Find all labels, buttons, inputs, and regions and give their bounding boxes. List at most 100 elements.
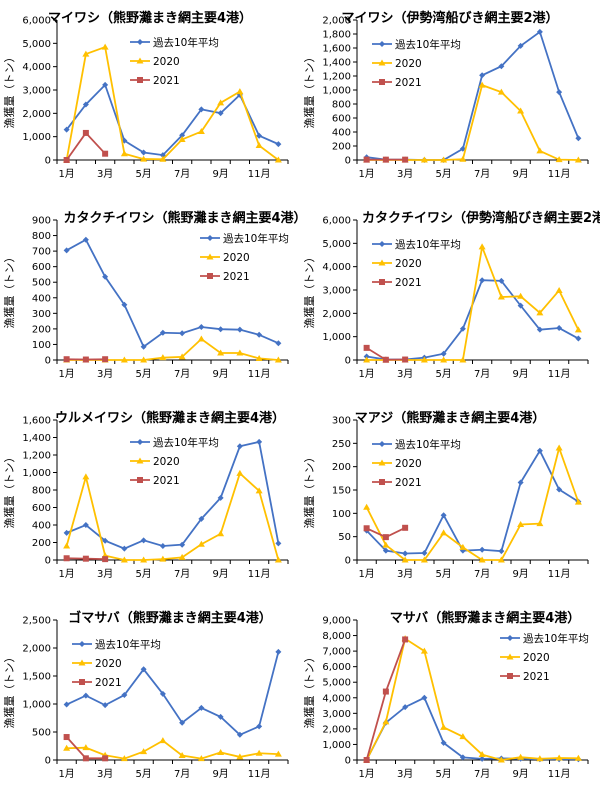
y-tick-label: 1,000 [22, 468, 51, 479]
legend-item-2021: 2021 [130, 75, 180, 87]
data-point-2021 [83, 357, 89, 363]
legend-marker-avg [137, 39, 143, 45]
y-axis-label: 漁獲量（トン） [302, 52, 316, 129]
series-line-2020 [367, 85, 579, 160]
data-point-2021 [383, 357, 389, 363]
chart-svg: 02004006008001,0001,2001,4001,6001,8002,… [300, 0, 600, 200]
series-line-2020 [67, 339, 279, 360]
data-point-2020 [63, 543, 70, 549]
chart-title: ウルメイワシ（熊野灘まき網主要4港） [55, 410, 285, 426]
legend-label: 2021 [153, 475, 180, 487]
y-axis-label: 漁獲量（トン） [302, 652, 316, 729]
y-axis-label: 漁獲量（トン） [302, 252, 316, 329]
series-line-avg [367, 32, 579, 160]
x-tick-label: 1月 [358, 368, 374, 380]
data-point-avg [256, 332, 262, 338]
legend-item-avg: 過去10年平均 [500, 632, 589, 645]
legend-item-avg: 過去10年平均 [372, 238, 461, 251]
y-tick-label: 5,000 [322, 678, 351, 689]
y-tick-label: 2,000 [322, 309, 351, 320]
data-point-2021 [364, 157, 370, 163]
legend-label: 2021 [223, 271, 250, 283]
data-point-2021 [83, 755, 89, 761]
data-point-2020 [575, 326, 582, 332]
legend-label: 2021 [395, 277, 422, 289]
x-tick-label: 7月 [174, 568, 190, 580]
legend-label: 過去10年平均 [153, 36, 219, 49]
legend-item-avg: 過去10年平均 [72, 638, 161, 651]
legend-label: 過去10年平均 [395, 438, 461, 451]
data-point-avg [479, 72, 485, 78]
x-tick-label: 7月 [474, 568, 490, 580]
x-tick-label: 1月 [58, 568, 74, 580]
legend-marker-avg [379, 241, 385, 247]
x-tick-label: 11月 [548, 568, 571, 580]
legend-label: 過去10年平均 [395, 238, 461, 251]
y-tick-label: 400 [332, 128, 351, 139]
y-tick-label: 150 [332, 486, 351, 497]
series-line-avg [67, 85, 279, 155]
y-axis-label: 漁獲量（トン） [2, 652, 16, 729]
y-tick-label: 100 [332, 509, 351, 520]
x-tick-label: 9月 [212, 568, 228, 580]
y-tick-label: 1,400 [322, 58, 351, 69]
series-line-2021 [67, 133, 106, 160]
legend-marker-2021 [137, 477, 143, 483]
y-tick-label: 1,000 [322, 86, 351, 97]
legend-label: 2020 [395, 58, 422, 70]
legend-item-2020: 2020 [130, 456, 180, 468]
legend-label: 2020 [395, 458, 422, 470]
x-tick-label: 1月 [58, 768, 74, 780]
y-tick-label: 300 [32, 309, 51, 320]
x-tick-label: 5月 [435, 568, 451, 580]
legend-label: 過去10年平均 [395, 38, 461, 51]
legend-item-2020: 2020 [372, 458, 422, 470]
data-point-2021 [364, 525, 370, 531]
legend-item-2021: 2021 [372, 277, 422, 289]
data-point-2020 [217, 749, 224, 755]
y-tick-label: 9,000 [322, 616, 351, 627]
x-tick-label: 11月 [548, 168, 571, 180]
y-axis-label: 漁獲量（トン） [2, 452, 16, 529]
y-tick-label: 800 [332, 100, 351, 111]
legend-marker-avg [137, 439, 143, 445]
data-point-2021 [402, 525, 408, 531]
x-tick-label: 3月 [97, 768, 113, 780]
y-tick-label: 200 [32, 538, 51, 549]
data-point-2020 [236, 88, 243, 94]
y-tick-label: 2,000 [322, 724, 351, 735]
data-point-avg [275, 141, 281, 147]
y-tick-label: 4,000 [322, 262, 351, 273]
data-point-2020 [556, 287, 563, 293]
x-tick-label: 1月 [358, 768, 374, 780]
y-tick-label: 500 [32, 278, 51, 289]
x-tick-label: 7月 [474, 368, 490, 380]
data-point-avg [179, 330, 185, 336]
data-point-2020 [382, 542, 389, 548]
data-point-2021 [102, 151, 108, 157]
data-point-2021 [383, 534, 389, 540]
legend-label: 2020 [523, 652, 550, 664]
series-avg [64, 82, 282, 158]
legend-marker-avg [379, 41, 385, 47]
x-tick-label: 9月 [512, 168, 528, 180]
y-tick-label: 200 [32, 324, 51, 335]
x-tick-label: 3月 [397, 368, 413, 380]
x-tick-label: 5月 [135, 368, 151, 380]
data-point-avg [275, 540, 281, 546]
y-tick-label: 0 [45, 356, 51, 367]
x-tick-label: 3月 [397, 568, 413, 580]
series-2021 [364, 525, 409, 540]
x-tick-label: 9月 [512, 568, 528, 580]
y-tick-label: 3,000 [322, 709, 351, 720]
x-tick-label: 9月 [212, 368, 228, 380]
legend-item-2020: 2020 [130, 56, 180, 68]
series-2020 [363, 82, 582, 163]
data-point-2021 [102, 755, 108, 761]
